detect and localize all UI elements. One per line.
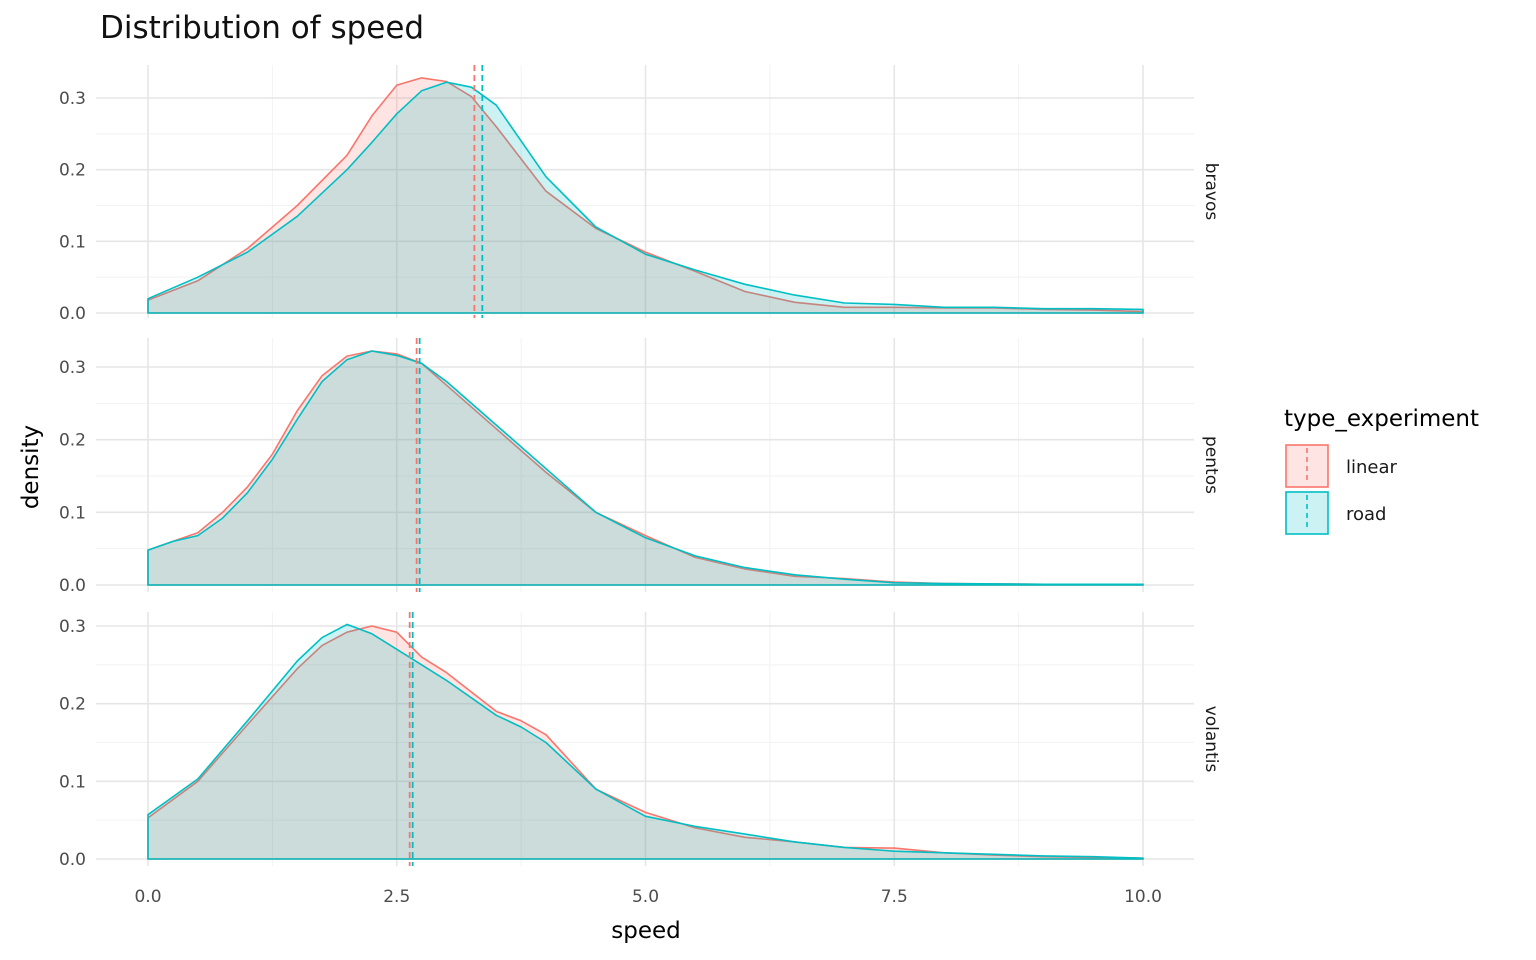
y-tick-label: 0.2 [59, 695, 86, 715]
panel-pentos: 0.0 0.1 0.2 0.3 pentos [59, 338, 1221, 596]
y-axis-title: density [18, 425, 44, 509]
x-axis: 0.0 2.5 5.0 7.5 10.0 [134, 887, 1161, 907]
y-tick-label: 0.1 [59, 232, 86, 252]
x-tick-label: 2.5 [383, 887, 410, 907]
y-tick-label: 0.2 [59, 431, 86, 451]
y-tick-label: 0.0 [59, 850, 86, 870]
x-tick-label: 7.5 [881, 887, 908, 907]
facet-label-pentos: pentos [1201, 436, 1221, 494]
y-tick-label: 0.3 [59, 89, 86, 109]
panels-layer: 0.00.10.20.3bravos0.00.10.20.3pentos0.00… [59, 65, 1221, 870]
y-tick-label: 0.1 [59, 772, 86, 792]
y-tick-label: 0.0 [59, 576, 86, 596]
y-tick-label: 0.0 [59, 304, 86, 324]
density-area-road [147, 623, 1144, 860]
x-tick-label: 10.0 [1124, 887, 1162, 907]
legend-label-linear: linear [1346, 457, 1398, 478]
x-axis-title: speed [611, 918, 680, 944]
density-area-road [147, 350, 1144, 586]
chart-title: Distribution of speed [100, 10, 425, 46]
y-tick-label: 0.2 [59, 161, 86, 181]
y-tick-label: 0.3 [59, 617, 86, 637]
legend: type_experiment linear road [1284, 406, 1479, 535]
y-tick-label: 0.1 [59, 503, 86, 523]
density-area-road [147, 81, 1144, 314]
panel-bravos: 0.0 0.1 0.2 0.3 bravos [59, 65, 1221, 324]
panel-volantis: 0.0 0.1 0.2 0.3 volantis [59, 612, 1221, 870]
facet-label-volantis: volantis [1201, 706, 1221, 773]
x-tick-label: 0.0 [134, 887, 161, 907]
y-tick-label: 0.3 [59, 358, 86, 378]
legend-label-road: road [1346, 504, 1386, 525]
x-tick-label: 5.0 [632, 887, 659, 907]
facet-label-bravos: bravos [1201, 163, 1221, 221]
legend-title: type_experiment [1284, 406, 1479, 432]
